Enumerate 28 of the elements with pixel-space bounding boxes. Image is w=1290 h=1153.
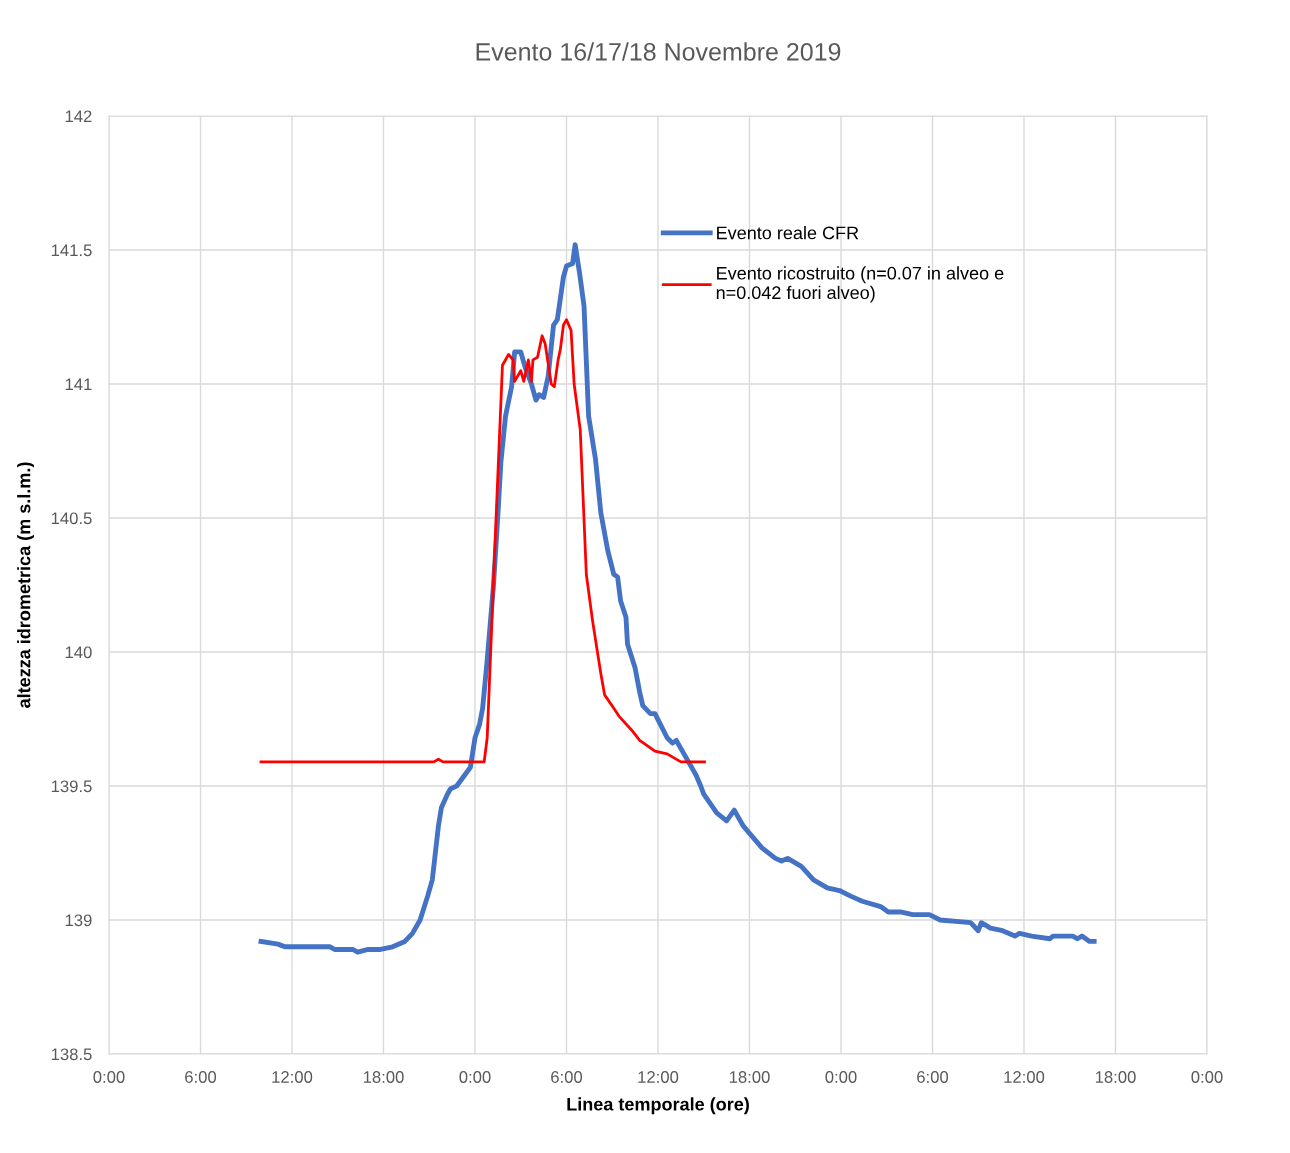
y-tick-label: 138.5 (51, 1048, 92, 1061)
y-tick-label: 142 (65, 110, 92, 123)
x-tick-label: 0:00 (93, 1071, 125, 1083)
x-tick-label: 12:00 (272, 1071, 313, 1083)
legend-label: Evento ricostruito (n=0.07 in alveo e n=0.042 fuori alveo) (716, 266, 1004, 303)
x-tick-label: 18:00 (363, 1071, 404, 1083)
y-axis-title: altezza idrometrica (m s.l.m.) (17, 462, 34, 708)
legend-label: Evento reale CFR (717, 226, 859, 240)
x-tick-label: 18:00 (1095, 1071, 1136, 1083)
x-tick-label: 6:00 (551, 1071, 583, 1083)
x-tick-label: 0:00 (1191, 1071, 1223, 1083)
line-series (259, 318, 706, 764)
x-tick-label: 0:00 (459, 1071, 491, 1083)
x-tick-label: 6:00 (185, 1071, 217, 1083)
y-tick-label: 141.5 (51, 244, 92, 257)
x-tick-label: 12:00 (638, 1071, 679, 1083)
x-tick-label: 12:00 (1004, 1071, 1045, 1083)
y-tick-label: 139 (65, 914, 92, 927)
y-tick-label: 140 (65, 646, 92, 659)
x-tick-label: 0:00 (825, 1071, 857, 1083)
y-tick-label: 141 (65, 378, 92, 391)
x-axis-title: Linea temporale (ore) (567, 1097, 749, 1115)
x-tick-label: 6:00 (917, 1071, 949, 1083)
chart-title: Evento 16/17/18 Novembre 2019 (476, 42, 841, 61)
y-tick-label: 140.5 (51, 512, 92, 525)
y-tick-label: 139.5 (51, 780, 92, 793)
line-series (258, 242, 1097, 955)
x-tick-label: 18:00 (729, 1071, 770, 1083)
